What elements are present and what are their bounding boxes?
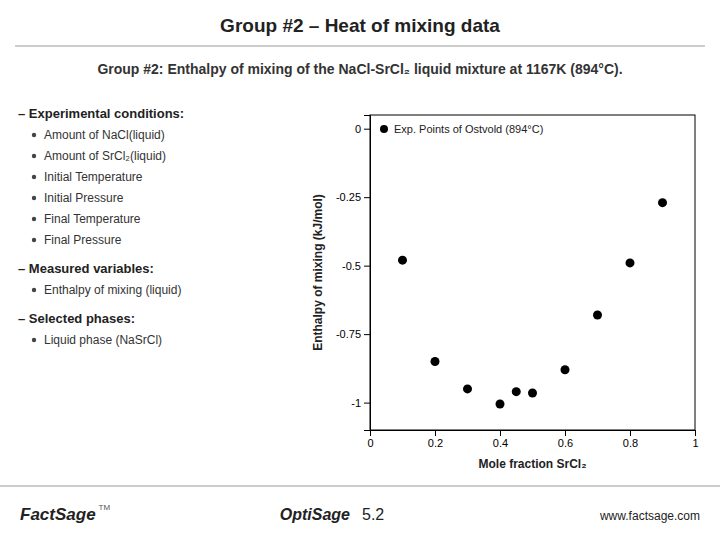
point: [496, 399, 505, 408]
bullet-text: Final Temperature: [44, 212, 141, 226]
legend-swatch: [380, 125, 388, 133]
y-tick-label: -0.75: [336, 328, 361, 340]
x-tick-mark: [630, 430, 631, 436]
point: [561, 365, 570, 374]
x-tick-label: 1: [692, 437, 698, 449]
section-heading: – Measured variables:: [18, 261, 154, 276]
x-tick: 0.8: [623, 430, 638, 449]
legend: Exp. Points of Ostvold (894°C): [380, 123, 543, 135]
x-tick-mark: [695, 430, 696, 436]
y-tick-label: -1: [351, 397, 361, 409]
y-tick: -0.5: [342, 260, 370, 272]
y-tick-mark: [364, 334, 370, 335]
bullet: [32, 288, 36, 292]
point: [398, 256, 407, 265]
y-tick-label: -0.25: [336, 191, 361, 203]
bullet: [32, 175, 36, 179]
bullet-text: Initial Pressure: [44, 191, 124, 205]
bullet-text: Initial Temperature: [44, 170, 143, 184]
y-tick-mark: [364, 403, 370, 404]
point: [528, 389, 537, 398]
y-tick-label: -0.5: [342, 260, 361, 272]
x-axis: 0 0.2 0.4 0.6 0.8 1: [367, 430, 698, 449]
footer-trademark: TM: [99, 503, 111, 512]
bullet: [32, 196, 36, 200]
bullet-text: Liquid phase (NaSrCl): [44, 333, 162, 347]
y-tick-label: 0: [355, 123, 361, 135]
y-tick: -0.75: [336, 328, 370, 340]
bullet: [32, 154, 36, 158]
bullet: [32, 133, 36, 137]
footer-version: 5.2: [362, 506, 384, 523]
y-axis: 0 -0.25 -0.5 -0.75 -1: [336, 116, 371, 431]
x-tick: 0.2: [428, 430, 443, 449]
y-axis-title: Enthalpy of mixing (kJ/mol): [311, 194, 325, 351]
text-panel: – Experimental conditions: Amount of NaCl…: [18, 106, 184, 347]
bullet: [32, 217, 36, 221]
point: [593, 310, 602, 319]
point: [463, 384, 472, 393]
y-tick-mark: [364, 129, 370, 130]
x-tick: 0.4: [493, 430, 508, 449]
point: [431, 357, 440, 366]
x-tick: 0.6: [558, 430, 573, 449]
x-tick-label: 0.8: [623, 437, 638, 449]
chart: Group #2 – Heat of mixing data Group #2: …: [0, 0, 720, 540]
x-tick-label: 0: [367, 437, 373, 449]
x-tick: 0: [367, 430, 373, 449]
bullet-text: Final Pressure: [44, 233, 122, 247]
x-tick-label: 0.4: [493, 437, 508, 449]
y-tick: 0: [355, 123, 370, 135]
x-axis-title: Mole fraction SrCl₂: [478, 457, 586, 471]
section-heading: – Selected phases:: [18, 311, 135, 326]
section-heading: – Experimental conditions:: [18, 106, 184, 121]
point: [658, 198, 667, 207]
y-tick-mark: [364, 197, 370, 198]
x-tick-mark: [565, 430, 566, 436]
bullet: [32, 238, 36, 242]
footer-url: www.factsage.com: [599, 509, 700, 523]
y-tick: -0.25: [336, 191, 370, 203]
x-tick-label: 0.6: [558, 437, 573, 449]
y-tick-mark: [364, 266, 370, 267]
subtitle: Group #2: Enthalpy of mixing of the NaCl…: [97, 61, 622, 77]
x-tick-label: 0.2: [428, 437, 443, 449]
bullet-text: Amount of NaCl(liquid): [44, 128, 165, 142]
title: Group #2 – Heat of mixing data: [220, 15, 500, 36]
footer-logo: FactSage: [20, 505, 96, 524]
x-tick: 1: [692, 430, 698, 449]
plot-frame: [370, 115, 695, 430]
bullet-text: Amount of SrCl₂(liquid): [44, 149, 166, 163]
point: [626, 258, 635, 267]
point: [512, 387, 521, 396]
plot-marks: [398, 198, 667, 408]
header-rule: [15, 46, 705, 47]
y-axis-line: [364, 116, 371, 431]
footer-product: OptiSage: [280, 506, 350, 523]
legend-entry: Exp. Points of Ostvold (894°C): [394, 123, 543, 135]
footer-rule: [0, 485, 720, 487]
x-tick-mark: [500, 430, 501, 436]
x-tick-mark: [435, 430, 436, 436]
x-axis-line: [371, 431, 696, 437]
bullet-text: Enthalpy of mixing (liquid): [44, 283, 181, 297]
bullet: [32, 338, 36, 342]
y-tick: -1: [351, 397, 370, 409]
